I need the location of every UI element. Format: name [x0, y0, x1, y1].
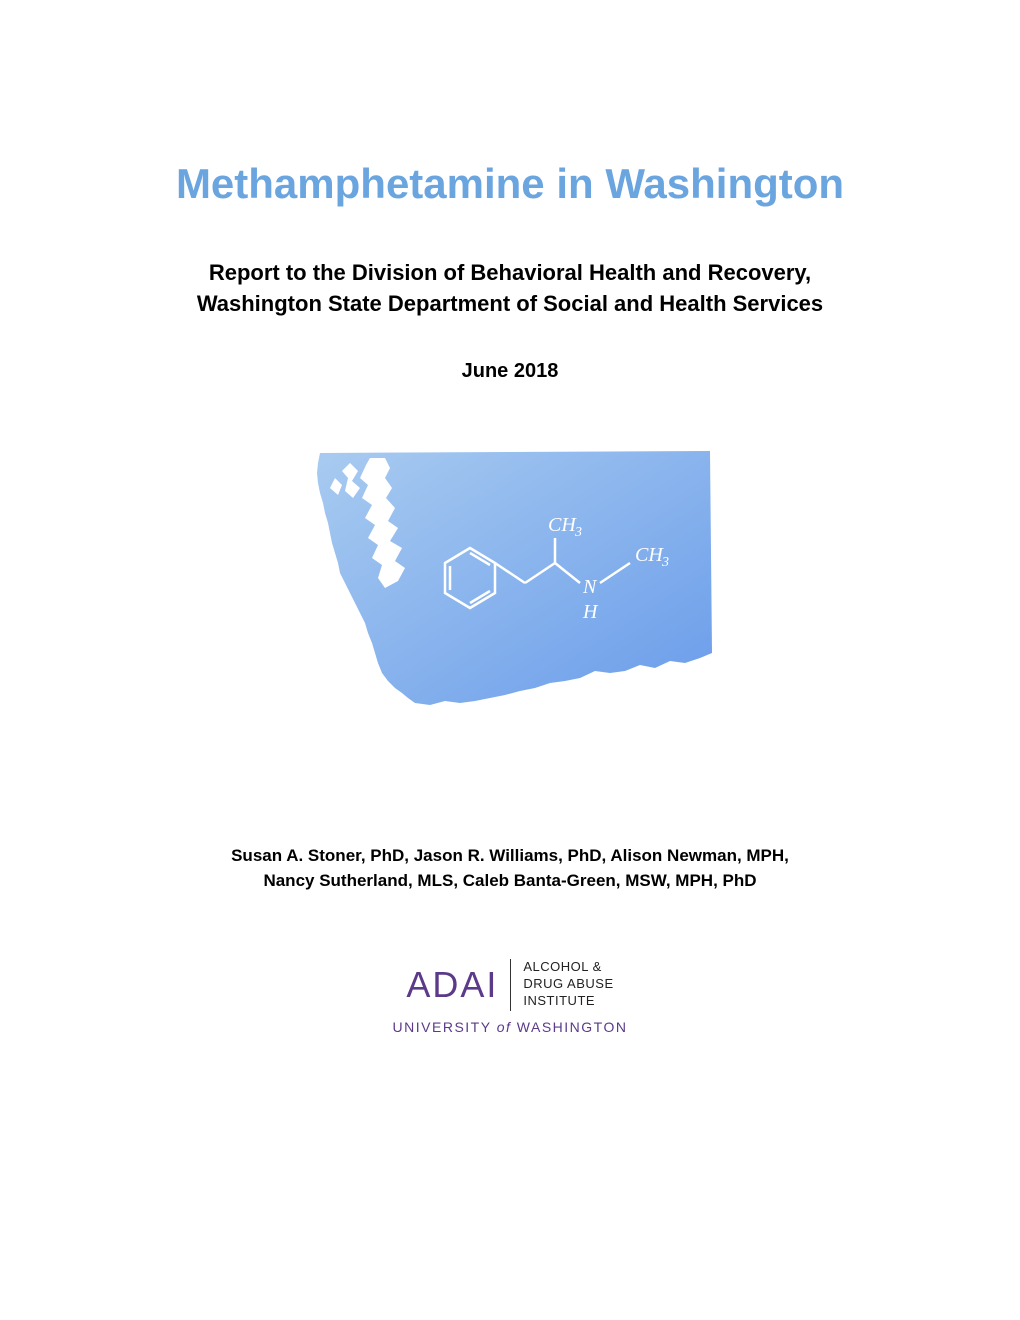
- svg-text:3: 3: [661, 555, 669, 570]
- cover-graphic: CH 3 CH 3 N H: [90, 433, 930, 743]
- uw-of: of: [497, 1019, 512, 1035]
- uw-washington: WASHINGTON: [517, 1019, 628, 1035]
- logo-top-row: ADAI ALCOHOL & DRUG ABUSE INSTITUTE: [406, 959, 613, 1011]
- logo-divider: [510, 959, 511, 1011]
- svg-text:N: N: [582, 576, 598, 598]
- subtitle-line-1: Report to the Division of Behavioral Hea…: [90, 258, 930, 289]
- uw-university: UNIVERSITY: [393, 1019, 492, 1035]
- authors-line-1: Susan A. Stoner, PhD, Jason R. Williams,…: [90, 843, 930, 869]
- logo-university-name: UNIVERSITY of WASHINGTON: [393, 1019, 628, 1035]
- subtitle-line-2: Washington State Department of Social an…: [90, 289, 930, 320]
- report-authors: Susan A. Stoner, PhD, Jason R. Williams,…: [90, 843, 930, 894]
- svg-text:CH: CH: [635, 544, 664, 566]
- authors-line-2: Nancy Sutherland, MLS, Caleb Banta-Green…: [90, 868, 930, 894]
- svg-text:3: 3: [574, 525, 582, 540]
- logo-right-line-2: DRUG ABUSE: [523, 976, 613, 993]
- report-cover-page: Methamphetamine in Washington Report to …: [0, 0, 1020, 1115]
- logo-right-line-3: INSTITUTE: [523, 993, 613, 1010]
- institution-logo: ADAI ALCOHOL & DRUG ABUSE INSTITUTE UNIV…: [90, 959, 930, 1035]
- report-subtitle: Report to the Division of Behavioral Hea…: [90, 258, 930, 320]
- logo-right-line-1: ALCOHOL &: [523, 959, 613, 976]
- report-date: June 2018: [90, 360, 930, 383]
- svg-text:CH: CH: [548, 514, 577, 536]
- logo-adai-text: ADAI: [406, 964, 498, 1006]
- svg-text:H: H: [582, 601, 599, 623]
- washington-map-molecule-icon: CH 3 CH 3 N H: [290, 433, 730, 743]
- report-title: Methamphetamine in Washington: [90, 160, 930, 208]
- logo-institute-name: ALCOHOL & DRUG ABUSE INSTITUTE: [523, 959, 613, 1010]
